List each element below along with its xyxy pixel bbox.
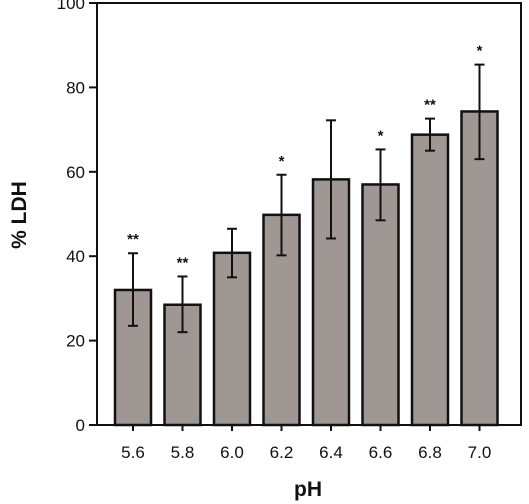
- y-axis-title: % LDH: [8, 181, 31, 249]
- labels-layer: ** 5.6 ** 5.8 6.0 * 6.2 6.4 * 6.6 ** 6.8 * 7.0 0 20 40 60…: [57, 0, 492, 462]
- x-tick-label-7.0: 7.0: [468, 443, 492, 462]
- x-axis-title: pH: [294, 478, 322, 501]
- significance-label-5.8: **: [177, 254, 189, 271]
- significance-label-7.0: *: [477, 43, 483, 60]
- y-tick-label-20: 20: [66, 332, 85, 351]
- bar-6.8: [410, 133, 450, 427]
- x-tick-label-6.2: 6.2: [270, 443, 294, 462]
- bar-6.0: [212, 251, 252, 427]
- y-tick-label-40: 40: [66, 247, 85, 266]
- y-tick-label-80: 80: [66, 78, 85, 97]
- significance-label-6.2: *: [279, 153, 285, 170]
- y-tick-label-0: 0: [76, 416, 85, 435]
- bars-layer: [113, 63, 499, 427]
- x-tick-label-6.4: 6.4: [319, 443, 343, 462]
- y-tick-label-60: 60: [66, 163, 85, 182]
- x-tick-label-5.6: 5.6: [121, 443, 145, 462]
- x-tick-label-6.0: 6.0: [220, 443, 244, 462]
- x-tick-label-6.6: 6.6: [369, 443, 393, 462]
- x-tick-label-6.8: 6.8: [418, 443, 442, 462]
- significance-label-5.6: **: [127, 231, 139, 248]
- significance-label-6.6: *: [378, 127, 384, 144]
- axes-layer: [89, 2, 522, 431]
- x-tick-label-5.8: 5.8: [171, 443, 195, 462]
- significance-label-6.8: **: [424, 97, 436, 114]
- plot-frame: [96, 2, 522, 426]
- y-tick-label-100: 100: [57, 0, 85, 13]
